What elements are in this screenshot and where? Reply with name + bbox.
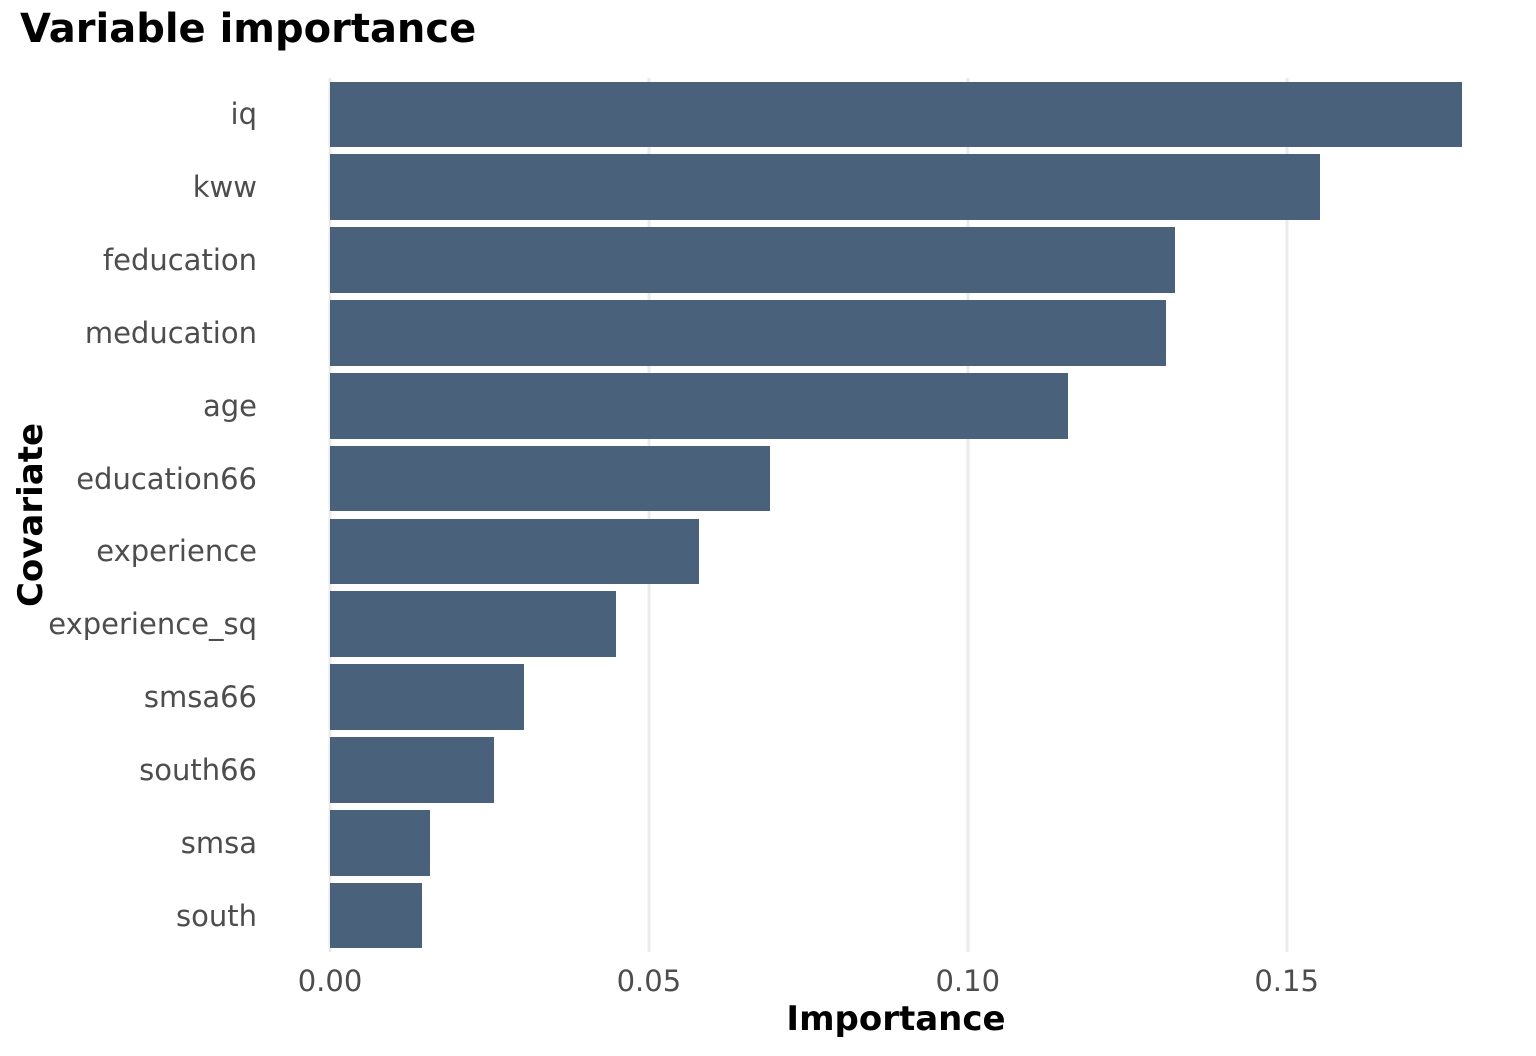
bar-experience (330, 518, 700, 585)
bar-iq (330, 81, 1462, 148)
y-tick-label-smsa66: smsa66 (143, 680, 257, 715)
x-tick-label: 0.10 (935, 964, 1001, 998)
y-tick-label-south: south (176, 898, 257, 933)
bar-row-smsa66 (330, 661, 1462, 734)
x-tick-label: 0.15 (1254, 964, 1319, 998)
bar-row-education66 (330, 442, 1462, 515)
y-tick-label-experience: experience (96, 534, 257, 569)
gridline-0.10 (966, 78, 970, 952)
plot-panel (328, 78, 1462, 952)
bar-row-experience (330, 515, 1462, 588)
bar-row-iq (330, 78, 1462, 151)
y-tick-label-kww: kww (192, 170, 257, 205)
y-tick-label-feducation: feducation (102, 243, 257, 278)
bar-experience_sq (330, 591, 616, 657)
bar-row-age (330, 369, 1462, 442)
y-tick-label-iq: iq (230, 97, 257, 132)
bar-meducation (330, 300, 1167, 366)
bar-south66 (330, 737, 494, 803)
bar-row-smsa (330, 806, 1462, 879)
y-tick-label-south66: south66 (139, 752, 257, 787)
y-tick-label-smsa: smsa (180, 825, 257, 860)
y-tick-label-age: age (202, 388, 257, 423)
bar-education66 (330, 445, 771, 512)
gridline-0.05 (647, 78, 651, 952)
bar-row-south66 (330, 734, 1462, 807)
bar-row-south (330, 879, 1462, 952)
gridline-0.00 (328, 78, 332, 952)
bar-smsa (330, 809, 431, 876)
x-tick-label: 0.00 (297, 964, 363, 998)
bar-feducation (330, 227, 1175, 293)
y-tick-label-meducation: meducation (84, 315, 257, 350)
chart-title: Variable importance (20, 6, 477, 52)
x-axis-title: Importance (786, 999, 1006, 1039)
bar-row-feducation (330, 224, 1462, 297)
bar-row-experience_sq (330, 588, 1462, 661)
bar-kww (330, 154, 1320, 220)
bar-south (330, 882, 422, 949)
gridline-0.15 (1285, 78, 1289, 952)
y-tick-label-experience_sq: experience_sq (48, 607, 257, 642)
y-tick-label-education66: education66 (76, 461, 257, 496)
x-tick-label: 0.05 (616, 964, 682, 998)
bar-smsa66 (330, 664, 524, 730)
bar-age (330, 372, 1068, 439)
bar-row-meducation (330, 297, 1462, 370)
bar-row-kww (330, 151, 1462, 224)
